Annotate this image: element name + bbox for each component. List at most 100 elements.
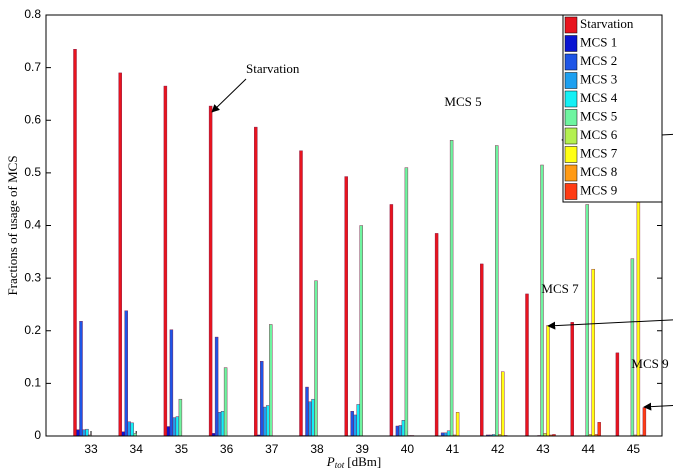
- y-tick-label: 0.5: [24, 165, 41, 179]
- legend-swatch: [564, 90, 578, 108]
- bar: [299, 150, 303, 437]
- x-label-sub: tot: [335, 460, 345, 468]
- bar: [525, 293, 529, 437]
- bar: [356, 404, 360, 437]
- bar: [73, 49, 77, 437]
- bar: [118, 72, 122, 437]
- plot-frame: [45, 14, 663, 437]
- bar: [540, 164, 544, 437]
- bar: [642, 407, 647, 437]
- bar: [615, 352, 620, 437]
- x-tick-label: 43: [536, 442, 550, 456]
- bar: [389, 204, 394, 437]
- legend-swatch: [564, 35, 578, 52]
- legend-swatch: [564, 127, 578, 145]
- annotation: MCS 5: [444, 94, 481, 109]
- x-tick-label: 36: [220, 442, 234, 456]
- bar: [208, 105, 213, 437]
- legend-label: MCS 4: [580, 90, 618, 105]
- x-tick-label: 44: [582, 442, 596, 456]
- x-label-unit: [dBm]: [347, 454, 381, 468]
- bar: [130, 422, 134, 437]
- y-tick-label: 0.3: [24, 270, 41, 284]
- legend-label: MCS 1: [580, 34, 617, 49]
- legend-label: MCS 9: [580, 182, 617, 197]
- bar: [314, 280, 318, 437]
- bar: [308, 401, 312, 437]
- bar: [269, 324, 273, 437]
- bar: [597, 422, 601, 437]
- bar: [166, 426, 171, 437]
- legend-swatch: [564, 53, 578, 71]
- legend-swatch: [564, 109, 578, 126]
- bar: [591, 268, 595, 437]
- bar: [585, 204, 589, 437]
- x-label-symbol: P: [326, 454, 335, 468]
- bar: [636, 188, 641, 437]
- y-tick-label: 0.4: [24, 218, 41, 232]
- bar: [401, 420, 406, 437]
- bar: [223, 367, 228, 437]
- bar: [395, 425, 400, 437]
- bar: [260, 361, 264, 437]
- y-tick-label: 0.2: [24, 323, 41, 337]
- bar: [121, 431, 125, 437]
- legend-label: MCS 8: [580, 164, 617, 179]
- legend-swatch: [564, 146, 578, 163]
- bar: [217, 412, 222, 437]
- annotation-arrow: [211, 78, 247, 113]
- bar: [630, 258, 635, 437]
- legend-swatch: [564, 164, 578, 182]
- legend-label: Starvation: [580, 16, 634, 31]
- bar: [446, 430, 451, 437]
- bar: [82, 429, 86, 437]
- bar: [85, 428, 89, 437]
- bar: [455, 412, 460, 437]
- bar: [570, 322, 574, 437]
- legend-swatch: [564, 16, 578, 34]
- x-tick-label: 34: [130, 442, 144, 456]
- bar: [495, 145, 499, 437]
- bar: [124, 310, 128, 437]
- bar: [305, 386, 309, 437]
- bar: [169, 329, 174, 437]
- bar: [163, 85, 168, 437]
- bar: [79, 321, 83, 437]
- x-tick-label: 39: [356, 442, 370, 456]
- bar: [76, 429, 80, 437]
- bar: [263, 406, 267, 437]
- annotation: Starvation: [246, 61, 300, 76]
- legend-label: MCS 7: [580, 145, 618, 160]
- bar: [350, 411, 354, 437]
- bar: [214, 336, 219, 437]
- legend-swatch: [564, 72, 578, 89]
- bar: [311, 398, 315, 437]
- y-tick-label: 0.8: [24, 7, 41, 21]
- legend-box: [562, 14, 663, 203]
- x-tick-label: 38: [310, 442, 324, 456]
- bar: [175, 416, 180, 437]
- bar: [501, 371, 505, 437]
- bar: [353, 414, 357, 437]
- annotation: MCS 9: [631, 356, 668, 371]
- bar: [344, 176, 348, 437]
- x-tick-label: 41: [446, 442, 460, 456]
- legend-label: MCS 2: [580, 53, 617, 68]
- x-tick-label: 37: [265, 442, 279, 456]
- bar: [404, 167, 409, 437]
- x-tick-label: 33: [84, 442, 98, 456]
- bar: [546, 325, 550, 437]
- bar: [254, 126, 258, 437]
- bar: [220, 411, 225, 437]
- bar: [359, 225, 363, 437]
- bar: [266, 405, 270, 437]
- bar: [449, 140, 454, 437]
- y-tick-label: 0.6: [24, 112, 41, 126]
- annotation-arrow: [547, 319, 673, 330]
- y-tick-label: 0: [34, 428, 41, 442]
- x-tick-label: 42: [491, 442, 505, 456]
- x-tick-label: 35: [175, 442, 189, 456]
- legend-swatch: [564, 183, 578, 200]
- legend-label: MCS 6: [580, 127, 618, 142]
